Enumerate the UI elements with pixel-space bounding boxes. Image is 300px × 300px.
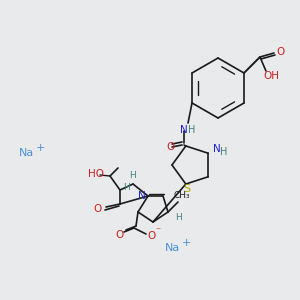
Text: +: +	[181, 238, 191, 248]
Text: OH: OH	[263, 71, 279, 81]
Text: H: H	[220, 147, 228, 157]
Text: O: O	[277, 47, 285, 57]
Text: N: N	[180, 125, 188, 135]
Text: Na: Na	[164, 243, 180, 253]
Text: O: O	[148, 231, 156, 241]
Text: HO: HO	[88, 169, 104, 179]
Text: N: N	[138, 191, 146, 201]
Text: H: H	[175, 212, 182, 221]
Text: Na: Na	[18, 148, 34, 158]
Text: N: N	[213, 144, 221, 154]
Text: S: S	[183, 184, 190, 194]
Text: O: O	[94, 204, 102, 214]
Text: +: +	[35, 143, 45, 153]
Text: ⁻: ⁻	[155, 226, 160, 236]
Text: H: H	[129, 172, 135, 181]
Text: H: H	[123, 184, 129, 193]
Text: H: H	[188, 125, 196, 135]
Text: CH₃: CH₃	[174, 191, 190, 200]
Text: O: O	[116, 230, 124, 240]
Text: O: O	[166, 142, 174, 152]
